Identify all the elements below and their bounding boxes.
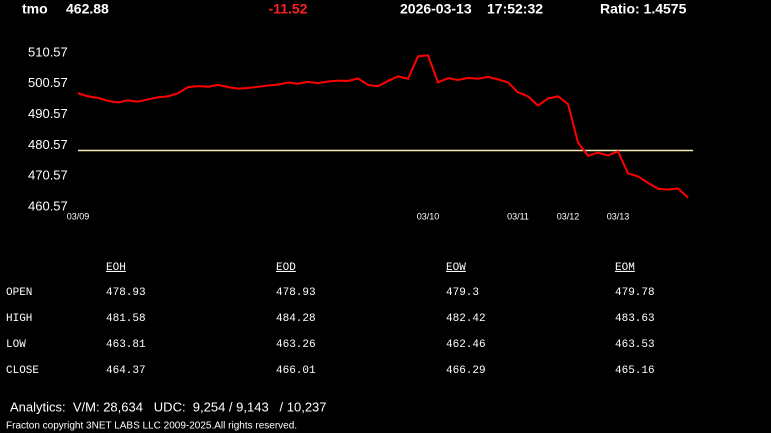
cell: 465.16: [615, 365, 655, 377]
analytics: Analytics: V/M: 28,634 UDC: 9,254 / 9,14…: [10, 399, 327, 414]
x-tick-label: 03/11: [507, 211, 529, 221]
column-header: EOH: [106, 262, 126, 274]
cell: 466.01: [276, 365, 316, 377]
row-label: OPEN: [6, 287, 32, 299]
cell: 484.28: [276, 313, 316, 325]
x-tick-label: 03/13: [607, 211, 630, 221]
x-tick-label: 03/09: [67, 211, 90, 221]
y-tick-label: 460.57: [28, 198, 68, 213]
cell: 462.46: [446, 339, 486, 351]
y-tick-label: 510.57: [28, 44, 68, 59]
y-tick-label: 470.57: [28, 168, 68, 183]
cell: 479.78: [615, 287, 655, 299]
ratio: Ratio: 1.4575: [600, 1, 687, 17]
cell: 481.58: [106, 313, 146, 325]
row-label: HIGH: [6, 313, 32, 325]
cell: 463.53: [615, 339, 655, 351]
x-tick-label: 03/12: [557, 211, 580, 221]
column-header: EOM: [615, 262, 635, 274]
x-tick-label: 03/10: [417, 211, 440, 221]
y-tick-label: 500.57: [28, 75, 68, 90]
y-tick-label: 490.57: [28, 106, 68, 121]
row-label: LOW: [6, 339, 26, 351]
symbol: tmo: [22, 1, 48, 17]
price: 462.88: [66, 1, 109, 17]
cell: 482.42: [446, 313, 486, 325]
change: -11.52: [269, 1, 308, 17]
row-label: CLOSE: [6, 365, 39, 377]
copyright: Fracton copyright 3NET LABS LLC 2009-202…: [6, 421, 297, 432]
cell: 483.63: [615, 313, 655, 325]
y-tick-label: 480.57: [28, 137, 68, 152]
cell: 479.3: [446, 287, 479, 299]
cell: 466.29: [446, 365, 486, 377]
column-header: EOD: [276, 262, 296, 274]
column-header: EOW: [446, 262, 466, 274]
cell: 478.93: [276, 287, 316, 299]
date: 2026-03-13: [400, 1, 472, 17]
cell: 464.37: [106, 365, 146, 377]
cell: 463.26: [276, 339, 316, 351]
cell: 478.93: [106, 287, 146, 299]
price-line: [77, 54, 689, 199]
cell: 463.81: [106, 339, 146, 351]
time: 17:52:32: [487, 1, 543, 17]
